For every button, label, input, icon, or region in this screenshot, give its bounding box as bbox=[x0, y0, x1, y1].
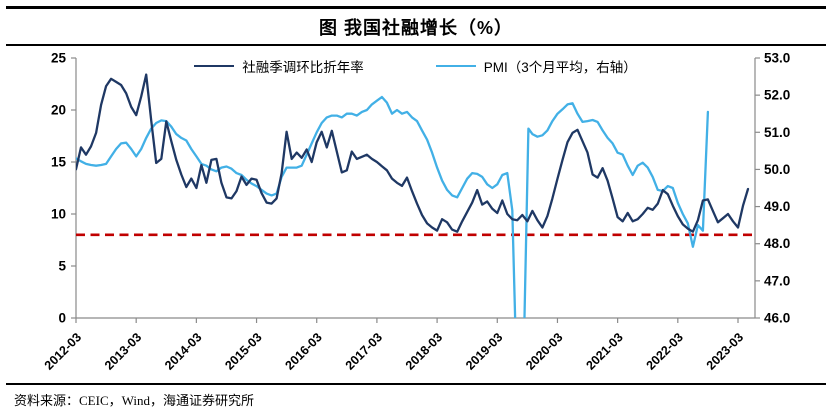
legend-label-sf: 社融季调环比折年率 bbox=[242, 60, 364, 75]
sf-line-swatch bbox=[194, 65, 235, 67]
left-axis-tick-label: 10 bbox=[51, 207, 66, 222]
right-axis-tick-label: 46.0 bbox=[764, 311, 790, 326]
right-axis-tick-label: 47.0 bbox=[764, 273, 790, 288]
legend-item-sf: 社融季调环比折年率 bbox=[194, 56, 364, 76]
x-axis-tick-label: 2021-03 bbox=[583, 330, 625, 372]
chart-legend: 社融季调环比折年率 PMI（3个月平均，右轴） bbox=[76, 56, 755, 76]
left-axis-tick-label: 15 bbox=[51, 155, 67, 170]
right-axis-tick-label: 52.0 bbox=[764, 88, 790, 103]
chart-title: 图 我国社融增长（%） bbox=[318, 18, 513, 38]
x-axis-tick-label: 2023-03 bbox=[704, 330, 746, 372]
left-axis-tick-label: 0 bbox=[58, 311, 66, 326]
x-axis-tick-label: 2015-03 bbox=[222, 330, 264, 372]
x-axis-tick-label: 2017-03 bbox=[343, 330, 385, 372]
title-divider-rule bbox=[6, 44, 826, 46]
left-axis-tick-label: 20 bbox=[51, 103, 66, 118]
legend-item-pmi: PMI（3个月平均，右轴） bbox=[435, 56, 637, 76]
bottom-rule bbox=[6, 383, 826, 385]
x-axis-tick-label: 2014-03 bbox=[162, 330, 204, 372]
left-axis-tick-label: 5 bbox=[58, 259, 66, 274]
right-axis-tick-label: 48.0 bbox=[764, 236, 790, 251]
pmi-series-line bbox=[76, 95, 710, 318]
pmi-line-swatch bbox=[435, 65, 476, 67]
legend-label-pmi: PMI（3个月平均，右轴） bbox=[483, 60, 637, 75]
x-axis-tick-label: 2016-03 bbox=[283, 330, 325, 372]
x-axis-tick-label: 2012-03 bbox=[42, 330, 84, 372]
x-axis-tick-label: 2018-03 bbox=[403, 330, 445, 372]
right-axis-tick-label: 51.0 bbox=[764, 125, 790, 140]
right-axis-tick-label: 49.0 bbox=[764, 199, 790, 214]
x-axis-tick-label: 2022-03 bbox=[644, 330, 686, 372]
sf-series-line bbox=[76, 73, 750, 233]
right-axis-tick-label: 50.0 bbox=[764, 162, 790, 177]
left-axis-tick-label: 25 bbox=[51, 51, 67, 66]
x-axis-tick-label: 2013-03 bbox=[102, 330, 144, 372]
x-axis-tick-label: 2019-03 bbox=[463, 330, 505, 372]
x-axis-tick-label: 2020-03 bbox=[523, 330, 565, 372]
right-axis-tick-label: 53.0 bbox=[764, 51, 790, 66]
top-rule bbox=[6, 6, 826, 9]
source-note: 资料来源：CEIC，Wind，海通证券研究所 bbox=[14, 393, 254, 408]
